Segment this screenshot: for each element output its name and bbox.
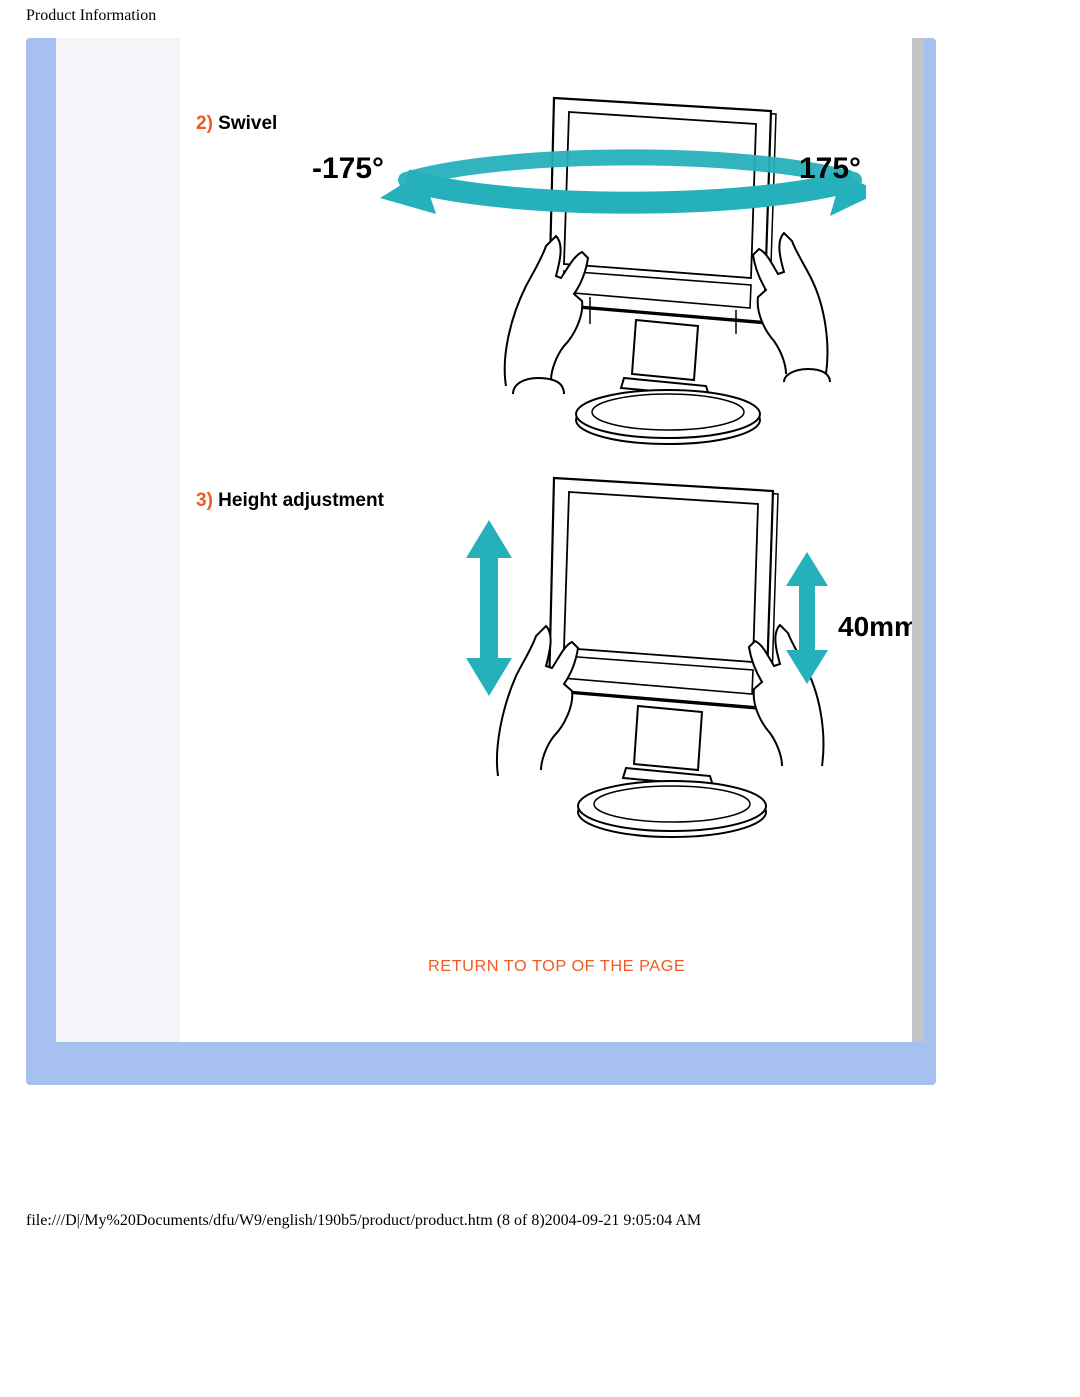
vertical-scrollbar[interactable]: [912, 38, 924, 1042]
section-swivel-num: 2): [196, 113, 213, 134]
section-swivel-title: Swivel: [213, 113, 277, 134]
sidebar-spacer: [56, 38, 180, 1042]
swivel-diagram: -175° 175°: [306, 76, 866, 456]
page-footer: file:///D|/My%20Documents/dfu/W9/english…: [26, 1212, 701, 1230]
frame-background: 2) Swivel: [26, 38, 936, 1085]
section-height-heading: 3) Height adjustment: [196, 490, 384, 512]
page-header: Product Information: [26, 7, 156, 25]
section-height-num: 3): [196, 490, 213, 511]
return-to-top-link[interactable]: RETURN TO TOP OF THE PAGE: [428, 958, 685, 976]
height-diagram: 40mm: [426, 458, 946, 868]
swivel-left-label: -175°: [312, 152, 384, 185]
page-content: 2) Swivel: [56, 38, 924, 1042]
section-height-title: Height adjustment: [213, 490, 384, 511]
section-swivel-heading: 2) Swivel: [196, 113, 277, 135]
height-measure-label: 40mm: [838, 611, 919, 642]
swivel-right-label: 175°: [799, 152, 861, 185]
